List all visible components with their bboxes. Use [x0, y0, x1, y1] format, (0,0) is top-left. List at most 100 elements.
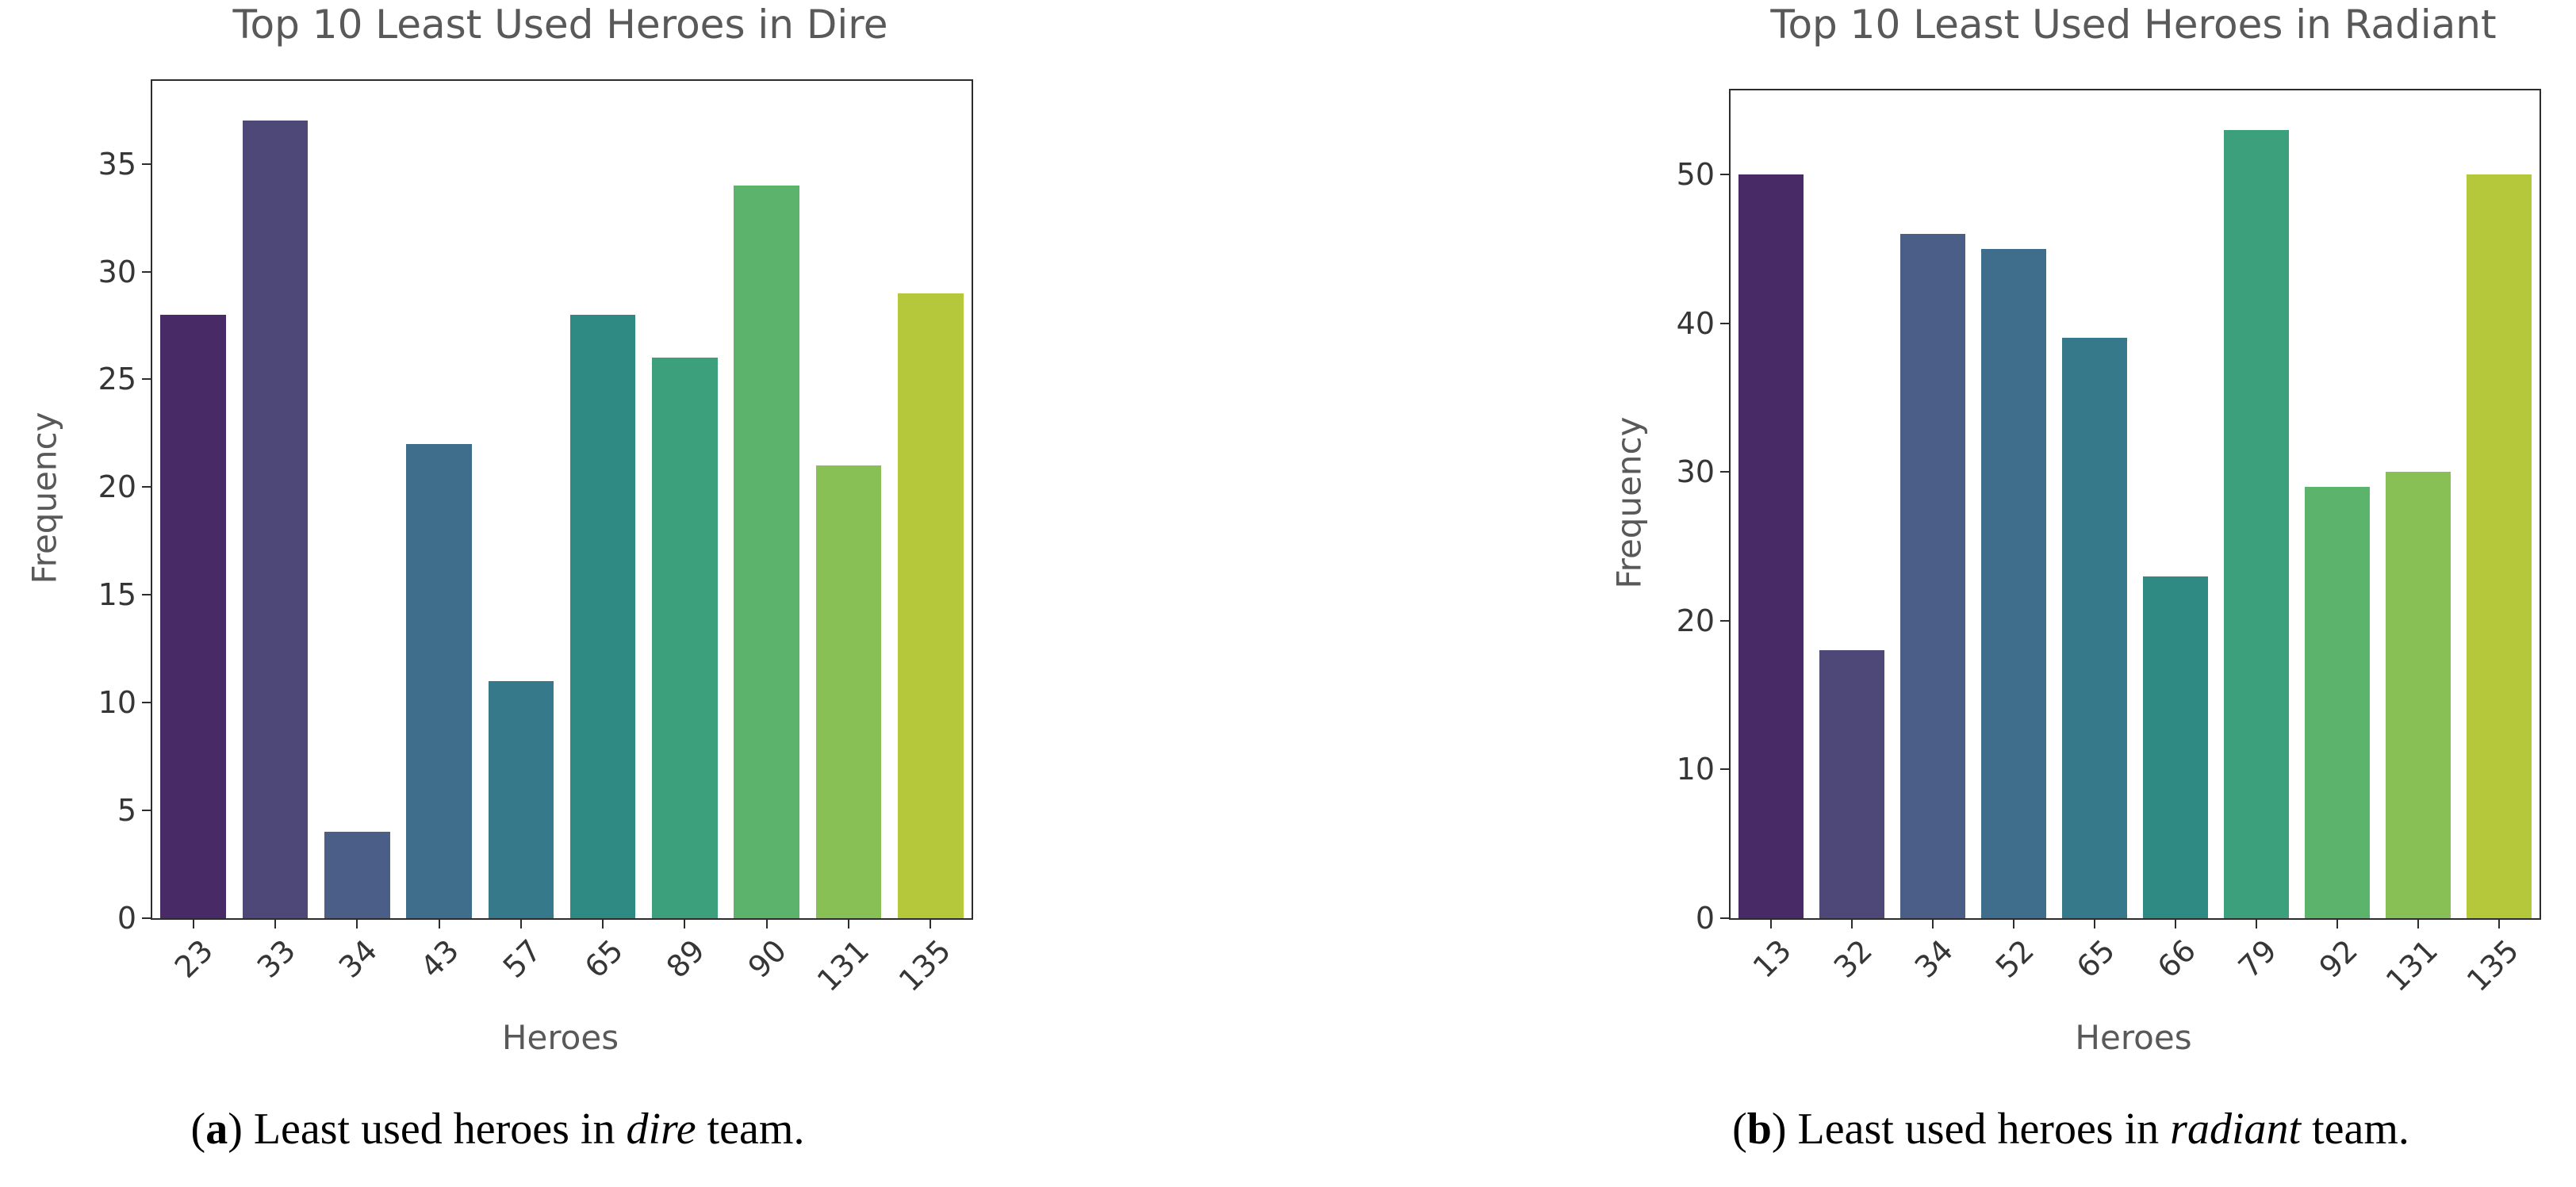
caption-emphasis: dire: [626, 1105, 696, 1154]
bar-hero-131: [815, 465, 882, 918]
subfigure-caption-b: (b) Least used heroes in radiant team.: [1589, 1104, 2552, 1154]
x-tick-label-131: 131: [2379, 932, 2445, 998]
x-tick-label-23: 23: [168, 932, 220, 985]
bar-hero-23: [160, 314, 226, 918]
x-tick-mark: [2256, 920, 2257, 929]
x-tick-mark: [2498, 920, 2500, 929]
y-tick-mark: [1720, 322, 1729, 324]
x-tick-mark: [2175, 920, 2176, 929]
y-tick-label-10: 10: [1676, 752, 1715, 787]
x-tick-label-89: 89: [659, 932, 712, 985]
bar-hero-32: [1819, 650, 1884, 918]
x-tick-label-43: 43: [413, 932, 466, 985]
x-tick-label-131: 131: [810, 932, 876, 998]
x-tick-mark: [519, 920, 522, 929]
y-tick-mark: [142, 810, 151, 812]
x-tick-label-34: 34: [332, 932, 384, 985]
caption-text-end: team.: [696, 1105, 805, 1154]
bar-hero-65: [2062, 338, 2127, 918]
caption-open-paren: (: [1732, 1105, 1747, 1154]
x-tick-mark: [192, 920, 194, 929]
plot-area-radiant: 13 32 34 52 65 66 79 92 131 135 0 10 20 30 40 50: [1677, 89, 2541, 998]
bar-hero-131: [2386, 472, 2451, 918]
x-tick-label-79: 79: [2231, 932, 2283, 985]
y-tick-label-15: 15: [98, 577, 136, 613]
caption-text-end: team.: [2301, 1105, 2409, 1154]
x-tick-label-135: 135: [891, 932, 958, 998]
figure-panel-dire: Top 10 Least Used Heroes in Dire Frequen…: [24, 2, 973, 1154]
y-tick-label-40: 40: [1676, 305, 1715, 341]
bar-hero-13: [1738, 174, 1804, 918]
x-tick-mark: [1851, 920, 1853, 929]
caption-letter: b: [1746, 1105, 1772, 1154]
caption-text: Least used heroes in: [253, 1105, 627, 1154]
x-tick-label-33: 33: [250, 932, 302, 985]
x-tick-mark: [2336, 920, 2338, 929]
x-tick-mark: [2013, 920, 2014, 929]
bar-hero-52: [1981, 248, 2046, 918]
y-tick-label-30: 30: [1676, 454, 1715, 490]
x-tick-mark: [602, 920, 604, 929]
y-tick-label-35: 35: [98, 146, 136, 182]
bar-hero-79: [2224, 129, 2289, 918]
x-tick-label-135: 135: [2460, 932, 2526, 998]
bar-hero-135: [2467, 174, 2532, 918]
y-tick-label-20: 20: [1676, 603, 1715, 638]
x-tick-mark: [930, 920, 932, 929]
y-tick-label-0: 0: [1695, 901, 1715, 936]
y-tick-mark: [142, 594, 151, 596]
x-tick-label-90: 90: [742, 932, 794, 985]
bar-hero-33: [242, 121, 309, 918]
bar-hero-66: [2143, 576, 2208, 918]
x-tick-mark: [274, 920, 276, 929]
bar-hero-57: [488, 681, 554, 918]
x-tick-label-57: 57: [496, 932, 548, 985]
x-tick-mark: [2417, 920, 2419, 929]
y-tick-mark: [1720, 917, 1729, 919]
y-tick-label-50: 50: [1676, 156, 1715, 192]
y-tick-mark: [142, 270, 151, 273]
x-tick-mark: [684, 920, 686, 929]
y-tick-label-5: 5: [117, 793, 136, 829]
x-tick-label-65: 65: [2069, 932, 2122, 985]
y-tick-label-25: 25: [98, 362, 136, 397]
y-tick-label-20: 20: [98, 469, 136, 505]
x-tick-label-65: 65: [577, 932, 630, 985]
x-tick-mark: [1770, 920, 1772, 929]
y-tick-mark: [142, 486, 151, 488]
y-axis-label-radiant: Frequency: [1609, 416, 1649, 589]
x-tick-label-32: 32: [1827, 932, 1879, 985]
y-tick-mark: [1720, 619, 1729, 622]
caption-close-paren: ): [228, 1105, 254, 1154]
y-tick-label-30: 30: [98, 254, 136, 289]
x-tick-mark: [356, 920, 358, 929]
y-tick-mark: [142, 702, 151, 704]
bar-hero-135: [898, 293, 964, 918]
x-tick-mark: [2094, 920, 2095, 929]
bar-hero-92: [2305, 486, 2370, 918]
chart-title-radiant: Top 10 Least Used Heroes in Radiant: [1770, 2, 2497, 48]
y-tick-mark: [1720, 768, 1729, 771]
bar-hero-90: [734, 185, 800, 918]
caption-text: Least used heroes in: [1797, 1105, 2171, 1154]
x-axis-label-radiant: Heroes: [2075, 1018, 2192, 1057]
caption-open-paren: (: [190, 1105, 206, 1154]
bar-hero-89: [652, 358, 718, 918]
x-tick-label-34: 34: [1907, 932, 1960, 985]
y-tick-label-10: 10: [98, 685, 136, 721]
plot-area-dire: 23 33 34 43 57 65 89 90 131 135 0 5 10 15 20 25 30 35: [98, 79, 973, 998]
chart-title-dire: Top 10 Least Used Heroes in Dire: [232, 2, 888, 48]
x-tick-label-13: 13: [1746, 932, 1798, 985]
y-tick-mark: [1720, 173, 1729, 175]
bar-hero-34: [324, 832, 390, 918]
figure-panel-radiant: Top 10 Least Used Heroes in Radiant Freq…: [1288, 0, 2576, 1187]
y-tick-mark: [1720, 471, 1729, 473]
bar-hero-65: [569, 314, 636, 918]
x-axis-label-dire: Heroes: [501, 1018, 619, 1057]
x-tick-mark: [765, 920, 768, 929]
bar-hero-34: [1900, 234, 1965, 918]
x-tick-mark: [848, 920, 850, 929]
x-tick-label-66: 66: [2150, 932, 2202, 985]
subfigure-caption-a: (a) Least used heroes in dire team.: [24, 1104, 972, 1154]
y-tick-label-0: 0: [117, 901, 136, 936]
